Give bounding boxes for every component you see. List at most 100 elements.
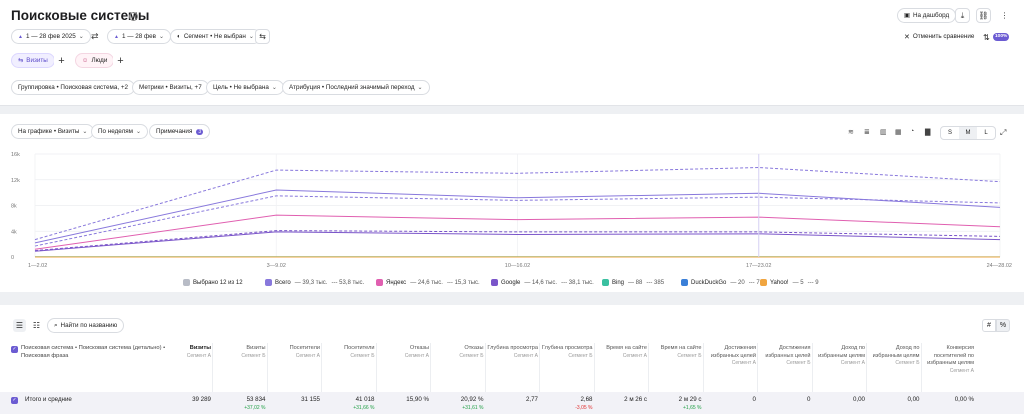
series-line-google[interactable]: [34, 231, 1001, 252]
list-view-icon[interactable]: ☷: [32, 321, 41, 330]
chevron-down-icon: ⌄: [271, 85, 277, 91]
chart-type-pie-icon[interactable]: ◔: [910, 128, 915, 135]
legend-value-b: --- 9: [807, 279, 819, 286]
x-tick-label: 10—16.02: [505, 263, 530, 269]
grouping-column-header[interactable]: Поисковая система • Поисковая система (д…: [21, 345, 166, 359]
legend-checkbox[interactable]: [760, 279, 767, 286]
column-header[interactable]: Достижения избранных целей Сегмент А: [704, 345, 756, 368]
column-header[interactable]: Глубина просмотра Сегмент А: [486, 345, 538, 360]
series-line-всего[interactable]: [34, 189, 1001, 244]
metrics-select[interactable]: Метрики • Визиты, +7: [132, 80, 209, 95]
size-l[interactable]: L: [984, 130, 988, 136]
legend-label: Выбрано 12 из 12: [193, 279, 243, 286]
period-select[interactable]: По неделям ⌄: [91, 124, 149, 139]
legend-checkbox[interactable]: [376, 279, 383, 286]
visits-tag[interactable]: ⇆ Визиты: [11, 53, 55, 68]
legend-value-b: --- 38,1 тыс.: [561, 279, 594, 286]
segment-icon: ◐: [177, 33, 181, 40]
column-header[interactable]: Доход по избранным целям Сегмент А: [813, 345, 865, 368]
segment-select[interactable]: ◐ Сегмент • Не выбран ⌄: [170, 29, 261, 44]
percent-values-toggle[interactable]: %: [996, 319, 1010, 332]
sampling-icon[interactable]: ⇅: [983, 33, 990, 42]
column-separator: [212, 343, 213, 413]
column-header[interactable]: Глубина просмотра Сегмент Б: [541, 345, 593, 360]
legend-item[interactable]: Яндекс — 24,6 тыс. --- 15,3 тыс.: [376, 279, 480, 286]
legend-checkbox[interactable]: [491, 279, 498, 286]
report-header-panel: Поисковые системы i ▣ На дашборд ⤓ ⛓ ⋮ ▲ 1…: [0, 0, 1024, 106]
totals-label: Итого и средние: [25, 396, 72, 403]
legend-value-a: — 39,3 тыс.: [294, 279, 328, 286]
chart-size-toggle[interactable]: S M L: [940, 126, 996, 140]
chart-type-bar-icon[interactable]: ▥: [880, 129, 887, 136]
date-range-b[interactable]: ▲ 1 — 28 фев ⌄: [107, 29, 172, 44]
chart-type-stacked-icon[interactable]: ≋: [848, 129, 854, 136]
legend-item[interactable]: Выбрано 12 из 12: [183, 279, 251, 286]
column-header[interactable]: Отказы Сегмент А: [377, 345, 429, 360]
fullscreen-icon[interactable]: ⤢: [1000, 128, 1007, 137]
legend-item[interactable]: DuckDuckGo — 20 --- 7: [681, 279, 760, 286]
tree-view-icon[interactable]: ☰: [13, 319, 26, 332]
sampling-badge[interactable]: 100%: [993, 33, 1010, 41]
attribution-select[interactable]: Атрибуция • Последний значимый переход ⌄: [282, 80, 430, 95]
download-icon[interactable]: ⤓: [955, 8, 970, 23]
column-header[interactable]: Визиты Сегмент А: [159, 345, 211, 360]
totals-cell: 2 м 29 с: [678, 396, 702, 403]
legend-checkbox[interactable]: [602, 279, 609, 286]
column-header[interactable]: Время на сайте Сегмент Б: [650, 345, 702, 360]
cancel-compare-button[interactable]: ✕ Отменить сравнение: [898, 29, 981, 44]
column-title: Визиты: [246, 345, 266, 351]
column-header[interactable]: Визиты Сегмент Б: [214, 345, 266, 360]
legend-item[interactable]: Всего — 39,3 тыс. --- 53,8 тыс.: [265, 279, 364, 286]
column-header[interactable]: Отказы Сегмент Б: [432, 345, 483, 360]
more-icon[interactable]: ⋮: [997, 8, 1012, 23]
add-people-filter-button[interactable]: +: [113, 53, 128, 68]
size-m[interactable]: M: [959, 127, 977, 139]
column-header[interactable]: Посетители Сегмент А: [268, 345, 320, 360]
goal-select[interactable]: Цель • Не выбрана ⌄: [206, 80, 284, 95]
column-segment: Сегмент Б: [241, 352, 266, 359]
legend-checkbox[interactable]: [265, 279, 272, 286]
segment-settings-icon[interactable]: ⇆: [255, 29, 270, 44]
info-icon[interactable]: i: [129, 12, 138, 21]
grouping-select[interactable]: Группировка • Поисковая система, +2: [11, 80, 136, 95]
column-header[interactable]: Достижения избранных целей Сегмент Б: [759, 345, 810, 368]
search-by-name-button[interactable]: ⌕ Найти по названию: [47, 318, 125, 333]
series-line-всего[interactable]: [34, 195, 1001, 247]
people-tag[interactable]: ☺ Люди: [75, 53, 115, 68]
column-header[interactable]: Конверсия посетителей по избранным целям…: [922, 345, 974, 375]
legend-checkbox[interactable]: [681, 279, 688, 286]
graph-metric-select[interactable]: На графике • Визиты ⌄: [11, 124, 95, 139]
add-visits-filter-button[interactable]: +: [54, 53, 69, 68]
column-header[interactable]: Доход по избранным целям Сегмент Б: [868, 345, 920, 368]
column-separator: [920, 343, 922, 413]
date-range-a[interactable]: ▲ 1 — 28 фев 2025 ⌄: [11, 29, 91, 44]
totals-cell: 2,77: [525, 396, 538, 403]
totals-cell: 39 289: [192, 396, 211, 403]
column-separator: [375, 343, 377, 413]
column-separator: [648, 343, 649, 413]
chart-type-column-icon[interactable]: ▇: [925, 129, 931, 136]
legend-checkbox[interactable]: [183, 279, 190, 286]
column-header[interactable]: Посетители Сегмент Б: [323, 345, 374, 360]
series-line-всего[interactable]: [34, 167, 1001, 241]
chevron-down-icon: ⌄: [159, 34, 165, 40]
series-line-google[interactable]: [34, 230, 1001, 252]
swap-icon[interactable]: ⇄: [91, 31, 99, 41]
chart-type-table-icon[interactable]: ▦: [895, 129, 902, 136]
series-line-яндекс[interactable]: [34, 214, 1001, 250]
size-s[interactable]: S: [947, 130, 952, 136]
legend-item[interactable]: Yahoo! — 5 --- 9: [760, 279, 819, 286]
notes-button[interactable]: Примечания 3: [149, 124, 211, 139]
column-header[interactable]: Время на сайте Сегмент А: [595, 345, 647, 360]
legend-item[interactable]: Google — 14,6 тыс. --- 38,1 тыс.: [491, 279, 594, 286]
chart-type-area-icon[interactable]: ≣: [864, 129, 870, 136]
absolute-values-toggle[interactable]: #: [982, 319, 996, 332]
column-separator: [593, 343, 595, 413]
select-all-checkbox[interactable]: ✓: [11, 346, 18, 353]
link-icon[interactable]: ⛓: [976, 8, 991, 23]
column-title: Доход по избранным целям: [818, 345, 865, 359]
legend-value-b: --- 53,8 тыс.: [331, 279, 365, 286]
dashboard-button[interactable]: ▣ На дашборд: [897, 8, 957, 23]
totals-checkbox[interactable]: ✓: [11, 397, 18, 404]
legend-item[interactable]: Bing — 88 --- 385: [602, 279, 664, 286]
